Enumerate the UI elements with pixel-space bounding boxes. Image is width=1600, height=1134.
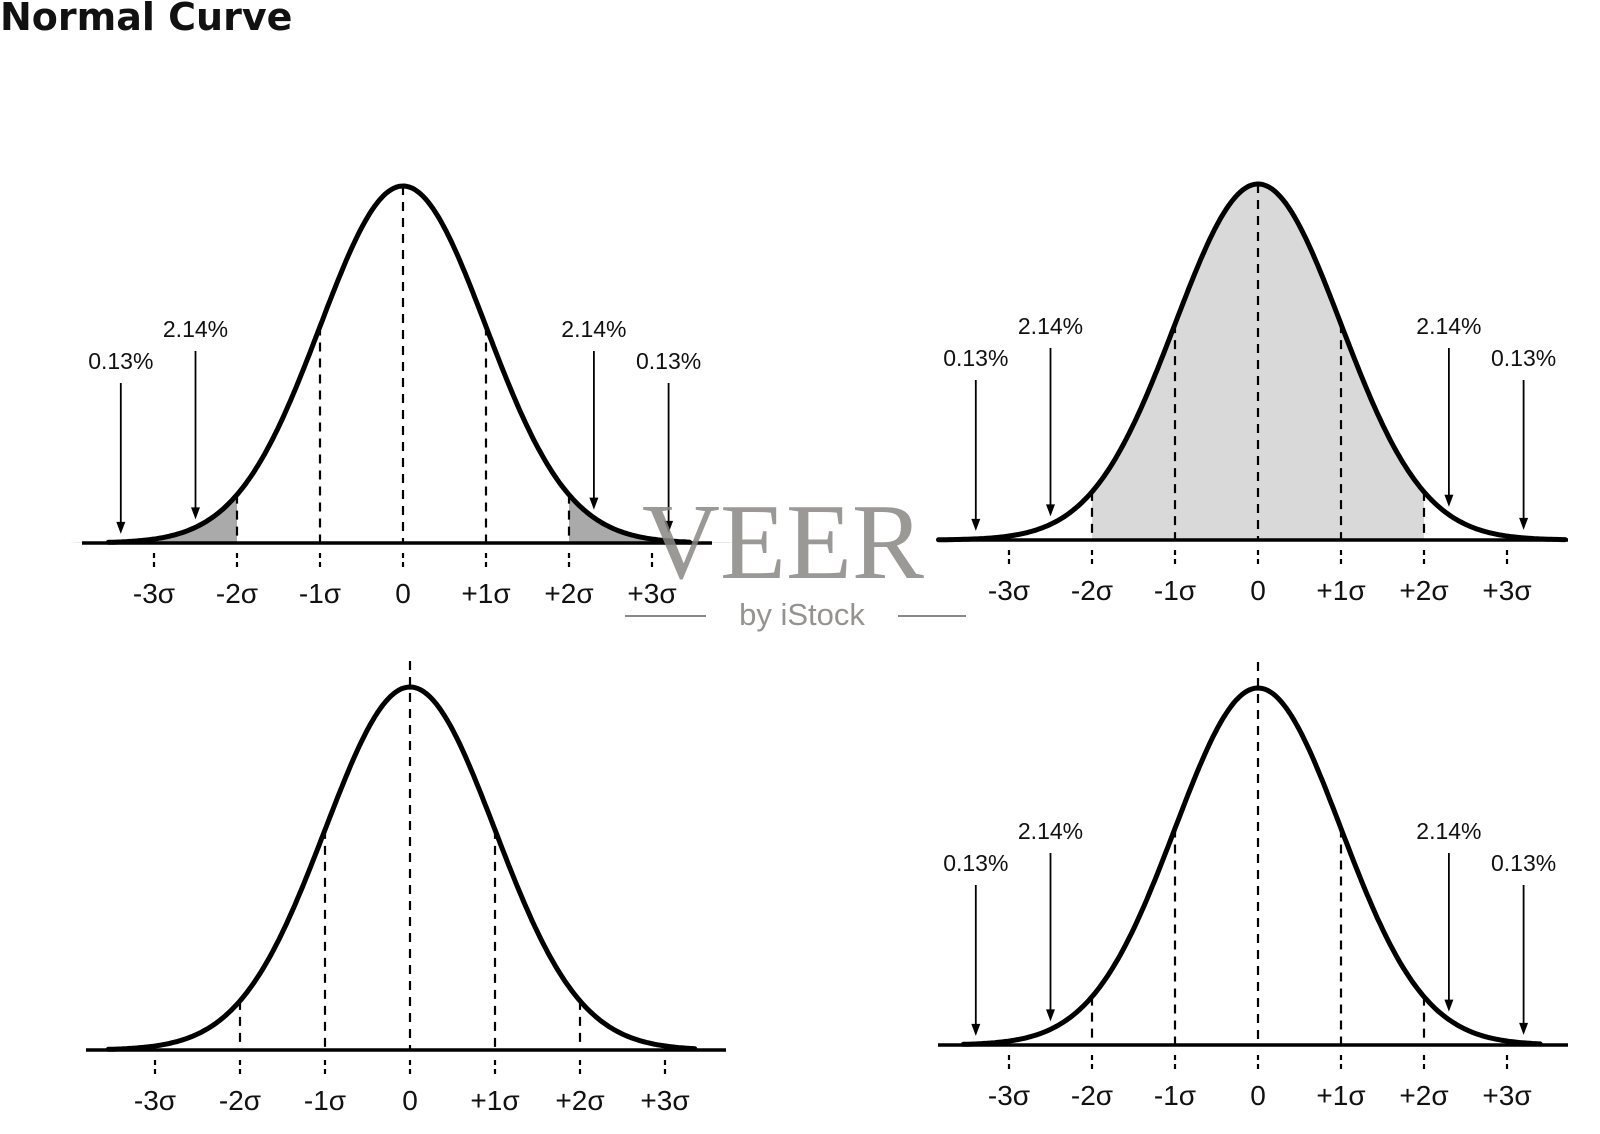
- annotation-arrow-head: [1519, 517, 1529, 530]
- normal-curve-panel-top-left: -3σ -2σ -1σ 0 +1σ +2σ +3σ 0.13% 2.14% 2.14% 0.13%: [71, 183, 735, 609]
- normal-curve-panel-bottom-left: -3σ -2σ -1σ 0 +1σ +2σ +3σ: [86, 661, 726, 1116]
- percentage-label: 0.13%: [943, 850, 1008, 876]
- percentage-annotation: 0.13%: [1491, 850, 1556, 1035]
- bell-curve: [936, 181, 1568, 543]
- annotation-arrow-head: [971, 1023, 981, 1036]
- annotation-arrow-head: [589, 497, 599, 510]
- sigma-tick-label: 0: [402, 1085, 418, 1116]
- annotation-arrow-head: [664, 520, 674, 533]
- watermark: VEER by iStock: [625, 483, 966, 632]
- percentage-annotation: 2.14%: [1018, 818, 1083, 1022]
- percentage-label: 2.14%: [1018, 313, 1083, 339]
- sigma-tick-label: +3σ: [627, 578, 676, 609]
- annotation-arrow-head: [1046, 1009, 1055, 1022]
- annotation-arrow-head: [191, 507, 200, 520]
- percentage-annotation: 2.14%: [1416, 313, 1482, 507]
- percentage-label: 2.14%: [163, 316, 228, 342]
- percentage-label: 0.13%: [636, 348, 701, 374]
- sigma-tick-label: -1σ: [299, 578, 341, 609]
- percentage-annotation: 0.13%: [943, 850, 1008, 1036]
- sigma-tick-label: -1σ: [1154, 575, 1196, 606]
- sigma-tick-label: -1σ: [1154, 1080, 1196, 1111]
- percentage-label: 2.14%: [561, 316, 626, 342]
- percentage-label: 0.13%: [943, 345, 1008, 371]
- percentage-annotation: 0.13%: [1491, 345, 1556, 530]
- percentage-annotation: 2.14%: [1018, 313, 1083, 517]
- annotation-arrow-head: [971, 518, 981, 531]
- annotation-arrow-head: [1519, 1022, 1529, 1035]
- percentage-label: 0.13%: [1491, 345, 1556, 371]
- sigma-tick-label: -2σ: [1071, 1080, 1113, 1111]
- sigma-tick-label: +1σ: [470, 1085, 519, 1116]
- sigma-tick-label: +2σ: [1399, 575, 1448, 606]
- percentage-annotation: 2.14%: [1416, 818, 1482, 1012]
- normal-curve-panel-top-right: -3σ -2σ -1σ 0 +1σ +2σ +3σ 0.13% 2.14% 2.14% 0.13%: [936, 181, 1568, 606]
- watermark-sub: by iStock: [739, 597, 865, 632]
- sigma-tick-label: +3σ: [640, 1085, 689, 1116]
- left-tail-shaded-area: [71, 494, 237, 543]
- right-tail-shaded-area: [569, 494, 735, 543]
- sigma-tick-label: +3σ: [1482, 1080, 1531, 1111]
- annotation-arrow-head: [1444, 999, 1454, 1012]
- sigma-tick-label: 0: [1250, 1080, 1266, 1111]
- bell-curve: [960, 685, 1543, 1047]
- percentage-label: 2.14%: [1018, 818, 1083, 844]
- percentage-annotation: 2.14%: [163, 316, 228, 520]
- percentage-annotation: 0.13%: [88, 348, 153, 534]
- annotation-arrow-head: [116, 521, 126, 534]
- annotation-arrow-head: [1444, 494, 1454, 507]
- watermark-main: VEER: [642, 483, 924, 602]
- sigma-tick-label: -2σ: [216, 578, 258, 609]
- sigma-tick-label: +3σ: [1482, 575, 1531, 606]
- bell-curve: [105, 183, 692, 545]
- normal-curve-panel-bottom-right: -3σ -2σ -1σ 0 +1σ +2σ +3σ 0.13% 2.14% 2.14% 0.13%: [938, 662, 1568, 1111]
- sigma-tick-label: -1σ: [304, 1085, 346, 1116]
- percentage-label: 0.13%: [1491, 850, 1556, 876]
- sigma-tick-label: -3σ: [988, 1080, 1030, 1111]
- sigma-tick-label: -3σ: [133, 578, 175, 609]
- percentage-annotation: 2.14%: [561, 316, 627, 510]
- percentage-annotation: 0.13%: [943, 345, 1008, 531]
- sigma-tick-label: 0: [395, 578, 411, 609]
- sigma-tick-label: +1σ: [1316, 1080, 1365, 1111]
- annotation-arrow-head: [1046, 504, 1055, 517]
- sigma-tick-label: -3σ: [988, 575, 1030, 606]
- percentage-label: 2.14%: [1416, 313, 1481, 339]
- sigma-tick-label: -2σ: [219, 1085, 261, 1116]
- sigma-tick-label: 0: [1250, 575, 1266, 606]
- sigma-tick-label: +1σ: [1316, 575, 1365, 606]
- bell-curve: [105, 684, 698, 1052]
- percentage-label: 0.13%: [88, 348, 153, 374]
- sigma-tick-label: +2σ: [1399, 1080, 1448, 1111]
- percentage-label: 2.14%: [1416, 818, 1481, 844]
- panels-layer: -3σ -2σ -1σ 0 +1σ +2σ +3σ0.13%2.14% 2.14%0.13%-…: [71, 181, 1568, 1116]
- sigma-tick-label: -3σ: [134, 1085, 176, 1116]
- sigma-tick-label: +2σ: [555, 1085, 604, 1116]
- sigma-tick-label: +1σ: [461, 578, 510, 609]
- sigma-tick-label: -2σ: [1071, 575, 1113, 606]
- percentage-annotation: 0.13%: [636, 348, 701, 533]
- page-title: Normal Curve: [0, 0, 293, 39]
- sigma-tick-label: +2σ: [544, 578, 593, 609]
